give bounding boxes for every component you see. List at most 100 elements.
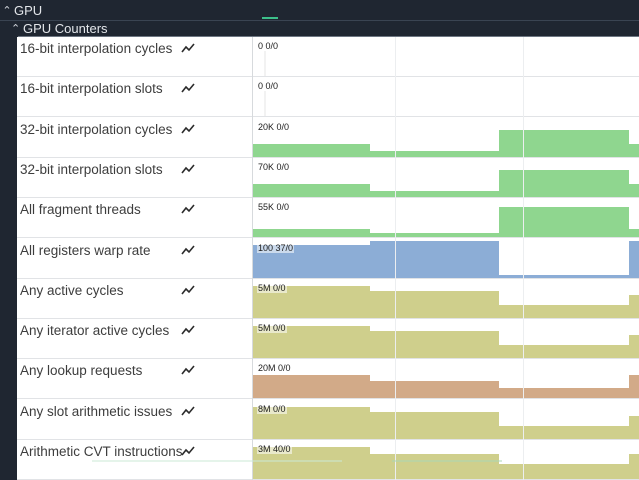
row-divider bbox=[17, 156, 639, 158]
counter-bar bbox=[370, 381, 499, 399]
counter-row[interactable]: 32-bit interpolation slots 70K 0/0 bbox=[17, 158, 639, 198]
trend-line-icon[interactable] bbox=[181, 324, 195, 336]
counter-bar bbox=[499, 274, 629, 278]
counter-track[interactable]: 3M 40/0 bbox=[253, 440, 639, 480]
counter-row[interactable]: Any iterator active cycles 5M 0/0 bbox=[17, 319, 639, 360]
section-divider bbox=[0, 20, 639, 21]
subsection-divider bbox=[18, 36, 639, 37]
counter-bar bbox=[370, 331, 499, 359]
caret-up-icon[interactable]: ⌃ bbox=[2, 4, 12, 17]
counter-name: All registers warp rate bbox=[20, 242, 151, 258]
counter-bar bbox=[629, 335, 639, 359]
counter-bar bbox=[253, 229, 370, 238]
counter-name: 32-bit interpolation cycles bbox=[20, 121, 173, 137]
counter-row[interactable]: Arithmetic CVT instructions 3M 40/0 bbox=[17, 440, 639, 480]
counter-graph bbox=[253, 326, 639, 359]
counter-track[interactable]: 0 0/0 bbox=[253, 77, 639, 117]
counter-value-label: 5M 0/0 bbox=[257, 282, 287, 293]
counter-value-label: 20K 0/0 bbox=[257, 121, 291, 132]
row-divider bbox=[17, 398, 639, 400]
counter-bar bbox=[370, 240, 499, 278]
trend-line-icon[interactable] bbox=[181, 284, 195, 296]
trend-line-icon[interactable] bbox=[181, 203, 195, 215]
counter-value-label: 3M 40/0 bbox=[257, 444, 292, 454]
counter-value-label: 100 37/0 bbox=[257, 242, 295, 253]
counter-bar bbox=[499, 207, 629, 238]
counter-row[interactable]: All fragment threads 55K 0/0 bbox=[17, 198, 639, 239]
counter-track[interactable]: 0 0/0 bbox=[253, 37, 639, 77]
counter-bar bbox=[370, 454, 499, 479]
trend-line-icon[interactable] bbox=[181, 82, 195, 94]
counter-bar bbox=[629, 375, 639, 399]
counter-name: 32-bit interpolation slots bbox=[20, 161, 163, 177]
counter-row[interactable]: Any active cycles 5M 0/0 bbox=[17, 279, 639, 319]
counter-bar bbox=[629, 229, 639, 238]
counter-name: Any slot arithmetic issues bbox=[20, 403, 173, 419]
counter-name: 16-bit interpolation slots bbox=[20, 81, 163, 97]
gpu-section-header[interactable]: ⌃ GPU bbox=[0, 0, 639, 21]
subsection-title: GPU Counters bbox=[23, 21, 108, 36]
counter-bar bbox=[499, 304, 629, 318]
counter-track[interactable]: 20M 0/0 bbox=[253, 359, 639, 399]
counter-bar bbox=[370, 150, 499, 157]
counter-bar bbox=[499, 169, 629, 197]
counter-track[interactable]: 20K 0/0 bbox=[253, 118, 639, 158]
trend-line-icon[interactable] bbox=[181, 244, 195, 256]
section-title: GPU bbox=[14, 2, 43, 18]
counter-row[interactable]: 16-bit interpolation cycles 0 0/0 bbox=[17, 37, 639, 77]
trend-line-icon[interactable] bbox=[181, 445, 195, 457]
counter-name: 16-bit interpolation cycles bbox=[20, 41, 173, 56]
counter-track[interactable]: 100 37/0 bbox=[253, 239, 639, 279]
counter-row[interactable]: All registers warp rate 100 37/0 bbox=[17, 239, 639, 279]
gpu-counters-header[interactable]: ⌃ GPU Counters bbox=[0, 20, 639, 37]
counter-name: Any active cycles bbox=[20, 282, 124, 298]
counter-row[interactable]: Any slot arithmetic issues 8M 0/0 bbox=[17, 400, 639, 440]
counter-value-label: 70K 0/0 bbox=[257, 161, 291, 172]
row-divider bbox=[17, 317, 639, 319]
counter-bar bbox=[370, 190, 499, 197]
counter-value-label: 8M 0/0 bbox=[257, 403, 287, 414]
counter-graph bbox=[253, 207, 639, 238]
counter-bar bbox=[629, 240, 639, 278]
trend-line-icon[interactable] bbox=[181, 123, 195, 135]
trend-line-icon[interactable] bbox=[181, 364, 195, 376]
counter-track[interactable]: 5M 0/0 bbox=[253, 319, 639, 359]
counter-graph bbox=[253, 447, 639, 479]
counter-row[interactable]: 32-bit interpolation cycles 20K 0/0 bbox=[17, 118, 639, 158]
counter-value-label: 0 0/0 bbox=[257, 81, 280, 92]
counter-name: Any iterator active cycles bbox=[20, 323, 170, 339]
counter-track[interactable]: 8M 0/0 bbox=[253, 400, 639, 440]
counter-bar bbox=[499, 388, 629, 399]
counter-bar bbox=[370, 233, 499, 238]
counter-graph bbox=[253, 169, 639, 197]
trend-line-icon[interactable] bbox=[181, 163, 195, 175]
row-divider bbox=[17, 116, 639, 118]
counter-bar bbox=[499, 345, 629, 359]
counter-row[interactable]: Any lookup requests 20M 0/0 bbox=[17, 359, 639, 400]
counter-value-label: 55K 0/0 bbox=[257, 202, 291, 213]
time-grid-line bbox=[523, 37, 524, 480]
counter-graph bbox=[253, 406, 639, 439]
counter-name: Arithmetic CVT instructions bbox=[20, 444, 183, 459]
counter-track[interactable]: 5M 0/0 bbox=[253, 279, 639, 319]
counter-bar bbox=[370, 290, 499, 318]
counter-track[interactable]: 55K 0/0 bbox=[253, 198, 639, 238]
trend-line-icon[interactable] bbox=[181, 42, 195, 54]
counter-value-label: 20M 0/0 bbox=[257, 363, 292, 374]
name-column-splitter[interactable] bbox=[252, 37, 253, 480]
counter-bar bbox=[499, 464, 629, 479]
counter-graph bbox=[264, 91, 266, 117]
counter-bar bbox=[253, 143, 370, 157]
counter-bar bbox=[629, 415, 639, 439]
counter-row[interactable]: 16-bit interpolation slots 0 0/0 bbox=[17, 77, 639, 118]
counter-bar bbox=[629, 143, 639, 157]
timeline-marker bbox=[262, 17, 278, 19]
counter-value-label: 0 0/0 bbox=[257, 41, 280, 51]
row-divider bbox=[17, 76, 639, 77]
counter-bar bbox=[253, 375, 370, 399]
row-divider bbox=[17, 277, 639, 279]
trend-line-icon[interactable] bbox=[181, 405, 195, 417]
caret-up-icon[interactable]: ⌃ bbox=[11, 23, 21, 35]
counter-value-label: 5M 0/0 bbox=[257, 323, 287, 334]
counter-track[interactable]: 70K 0/0 bbox=[253, 158, 639, 198]
